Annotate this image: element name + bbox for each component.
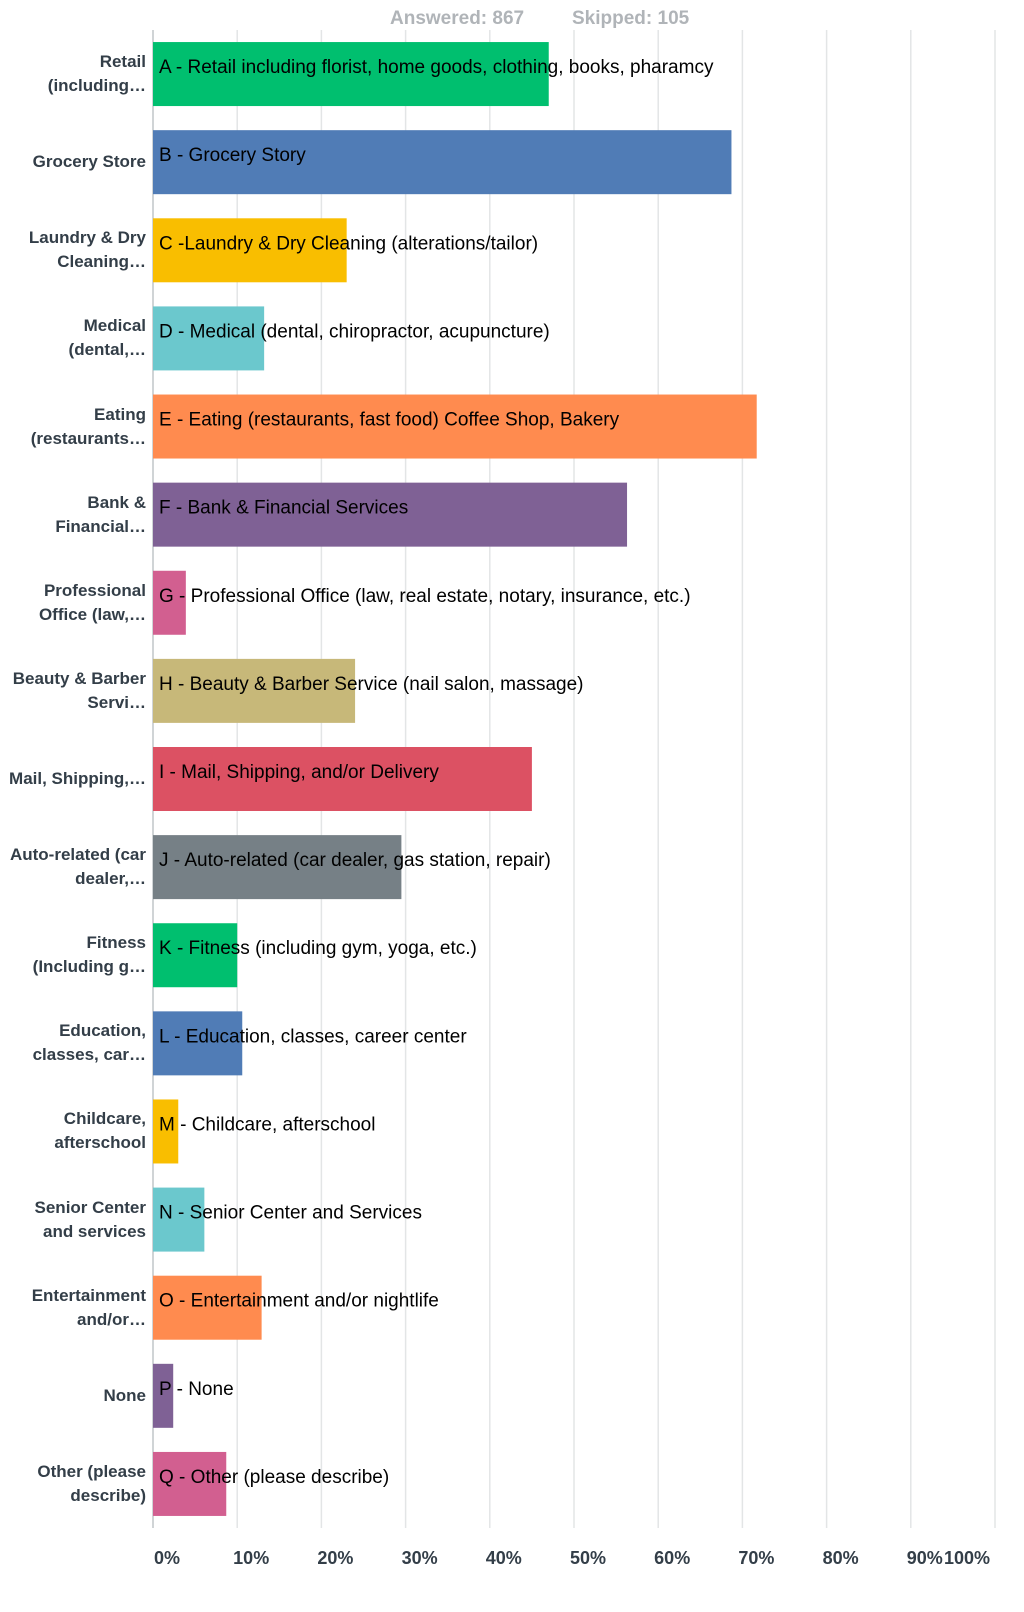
category-label: Professional Office (law,… <box>38 580 146 624</box>
bar <box>153 923 238 988</box>
bar <box>153 482 628 547</box>
bar-label: D - Medical (dental, chiropractor, acupu… <box>159 321 550 342</box>
bar-label: Q - Other (please describe) <box>159 1467 389 1488</box>
x-tick-label: 10% <box>233 1548 269 1568</box>
x-tick-label: 30% <box>402 1548 438 1568</box>
skipped: Skipped: 105 <box>572 8 690 29</box>
category-label: Medical (dental,… <box>68 316 146 360</box>
bar <box>153 570 186 635</box>
category-label: Auto-related (car dealer,… <box>9 845 146 889</box>
bar <box>153 1451 227 1516</box>
bar-label: C -Laundry & Dry Cleaning (alterations/t… <box>159 233 538 254</box>
bar-label: H - Beauty & Barber Service (nail salon,… <box>159 674 584 695</box>
bar-label: M - Childcare, afterschool <box>159 1114 375 1135</box>
bar-label: J - Auto-related (car dealer, gas statio… <box>159 850 551 871</box>
category-label: Bank & Financial… <box>55 492 146 536</box>
category-label: Grocery Store <box>32 152 146 172</box>
category-label: Beauty & Barber Servi… <box>12 668 146 712</box>
bar-label: G - Professional Office (law, real estat… <box>159 586 691 607</box>
bar-label: E - Eating (restaurants, fast food) Coff… <box>159 410 620 431</box>
bar-label: P - None <box>159 1379 234 1400</box>
bar <box>153 658 356 723</box>
bar <box>153 394 757 459</box>
category-label: Other (please describe) <box>37 1461 146 1505</box>
x-tick-label: 50% <box>570 1548 606 1568</box>
x-tick-label: 70% <box>738 1548 774 1568</box>
bar <box>153 306 265 371</box>
bar <box>153 1011 243 1076</box>
x-tick-label: 20% <box>317 1548 353 1568</box>
category-label: Retail (including… <box>47 52 146 96</box>
bar-label: F - Bank & Financial Services <box>159 498 408 519</box>
bar <box>153 747 532 811</box>
bar <box>153 1099 179 1164</box>
bar <box>153 1187 205 1252</box>
x-tick-label: 100% <box>944 1548 990 1568</box>
category-label: Entertainment and/or… <box>31 1285 146 1329</box>
bar-label: O - Entertainment and/or nightlife <box>159 1291 439 1312</box>
bar <box>153 218 347 283</box>
category-label: Childcare, afterschool <box>54 1109 146 1153</box>
bar-label: N - Senior Center and Services <box>159 1203 422 1224</box>
x-tick-label: 40% <box>486 1548 522 1568</box>
category-label: None <box>103 1385 147 1405</box>
bar <box>153 130 732 195</box>
x-tick-label: 80% <box>823 1548 859 1568</box>
category-label: Laundry & Dry Cleaning… <box>28 228 146 272</box>
x-tick-label: 0% <box>154 1548 180 1568</box>
bar-label: I - Mail, Shipping, and/or Delivery <box>159 762 439 783</box>
bar <box>153 1363 174 1428</box>
answered: Answered: 867 <box>390 8 524 29</box>
category-label: Education, classes, car… <box>32 1021 146 1065</box>
bar-label: A - Retail including florist, home goods… <box>159 57 714 78</box>
category-label: Eating (restaurants… <box>30 404 146 448</box>
bar <box>153 835 402 900</box>
x-tick-label: 90% <box>907 1548 943 1568</box>
bar-label: K - Fitness (including gym, yoga, etc.) <box>159 938 477 959</box>
category-label: Mail, Shipping,… <box>9 769 146 788</box>
category-label: Fitness (Including g… <box>32 933 146 977</box>
x-tick-label: 60% <box>654 1548 690 1568</box>
bar-label: B - Grocery Story <box>159 145 306 166</box>
category-label: Senior Center and services <box>34 1197 146 1241</box>
bar <box>153 42 549 107</box>
bar-label: L - Education, classes, career center <box>159 1026 467 1047</box>
bar <box>153 1275 262 1340</box>
